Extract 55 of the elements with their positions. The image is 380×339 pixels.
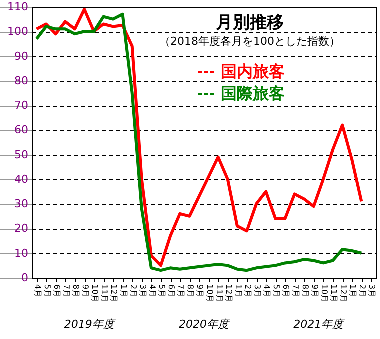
x-tick-label: 4月	[262, 284, 272, 298]
x-tick-label: 9月	[81, 284, 90, 298]
x-tick-label: 6月	[52, 284, 62, 298]
legend-label: 国際旅客	[221, 84, 285, 103]
x-tick-label: 6月	[282, 284, 291, 298]
y-tick-label: 40	[14, 172, 28, 186]
x-tick-label: 7月	[176, 284, 186, 298]
x-tick-label: 7月	[62, 284, 71, 298]
x-tick-label: 3月	[368, 284, 377, 298]
x-tick-label: 3月	[138, 284, 148, 298]
x-tick-label: 1月	[234, 284, 243, 298]
x-tick-label: 10月	[205, 284, 214, 303]
y-tick-label: 100	[8, 25, 28, 38]
y-tick-label: 90	[14, 50, 28, 63]
x-tick-label: 9月	[196, 284, 205, 298]
x-tick-label: 8月	[300, 284, 310, 298]
y-tick-label: 20	[14, 222, 28, 236]
text: 2020年度	[179, 318, 231, 331]
x-tick-label: 11月	[330, 284, 338, 303]
y-tick-label: 30	[14, 198, 28, 211]
x-tick-label: 1月	[348, 284, 358, 298]
x-tick-label: 8月	[72, 284, 80, 298]
y-tick-label: 0	[22, 272, 28, 284]
x-tick-label: 5月	[272, 284, 282, 298]
y-tick-label: 70	[14, 99, 28, 112]
x-tick-label: 8月	[186, 284, 196, 298]
chart-title: 月別推移	[215, 13, 284, 33]
x-tick-label: 12月	[339, 284, 348, 303]
x-tick-label: 5月	[158, 284, 166, 298]
y-tick-label: 110	[8, 0, 28, 14]
x-tick-label: 4月	[33, 284, 42, 298]
x-tick-label: 6月	[167, 284, 176, 298]
x-tick-label: 3月	[253, 284, 262, 298]
y-tick-label: 50	[14, 148, 28, 162]
legend-label: 国内旅客	[221, 62, 285, 81]
x-tick-label: 2月	[244, 284, 252, 298]
x-tick-label: 11月	[100, 284, 110, 303]
x-tick-label: 5月	[42, 284, 52, 298]
text: （2018年度各月を100とした指数）	[160, 35, 340, 48]
text: 2021年度	[294, 318, 346, 331]
x-tick-label: 11月	[214, 284, 224, 303]
y-tick-label: 60	[14, 124, 28, 137]
text: 2019年度	[64, 318, 116, 331]
x-tick-label: 10月	[320, 284, 329, 303]
x-tick-label: 4月	[148, 284, 157, 298]
x-tick-label: 12月	[110, 284, 119, 303]
x-tick-label: 10月	[90, 284, 100, 303]
x-tick-label: 2月	[358, 284, 368, 298]
x-tick-label: 12月	[224, 284, 234, 303]
x-tick-label: 1月	[119, 284, 128, 298]
y-tick-label: 80	[14, 74, 28, 88]
x-tick-label: 9月	[310, 284, 320, 298]
x-tick-label: 7月	[291, 284, 300, 298]
x-tick-label: 2月	[128, 284, 138, 298]
y-tick-label: 10	[14, 246, 28, 260]
